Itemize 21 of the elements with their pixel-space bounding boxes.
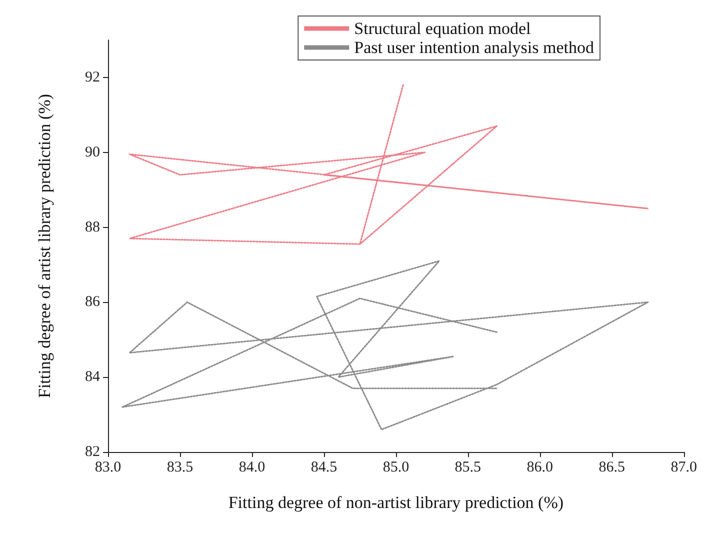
x-tick-label: 86.5 xyxy=(598,460,626,476)
x-axis-title: Fitting degree of non-artist library prediction (%) xyxy=(228,493,564,512)
legend-label: Structural equation model xyxy=(354,19,531,38)
x-tick-label: 83.5 xyxy=(166,460,194,476)
y-axis-title: Fitting degree of artist library prediction (%) xyxy=(35,94,54,398)
line-series xyxy=(128,84,649,245)
legend-label: Past user intention analysis method xyxy=(354,38,594,57)
y-tick-label: 92 xyxy=(85,69,100,86)
x-tick-label: 84.0 xyxy=(238,460,266,476)
x-tick-label: 86.0 xyxy=(526,460,554,476)
y-tick-label: 84 xyxy=(85,369,100,386)
y-tick-label: 90 xyxy=(85,144,100,160)
x-tick-label: 85.0 xyxy=(382,460,410,476)
y-tick-label: 82 xyxy=(85,444,100,460)
x-tick-label: 83.0 xyxy=(94,460,122,476)
x-tick-label: 87.0 xyxy=(670,460,697,476)
y-tick-label: 88 xyxy=(85,219,100,236)
line-series xyxy=(122,260,649,430)
x-tick-label: 84.5 xyxy=(310,460,338,476)
y-tick-label: 86 xyxy=(85,294,100,310)
x-tick-label: 85.5 xyxy=(454,460,482,476)
